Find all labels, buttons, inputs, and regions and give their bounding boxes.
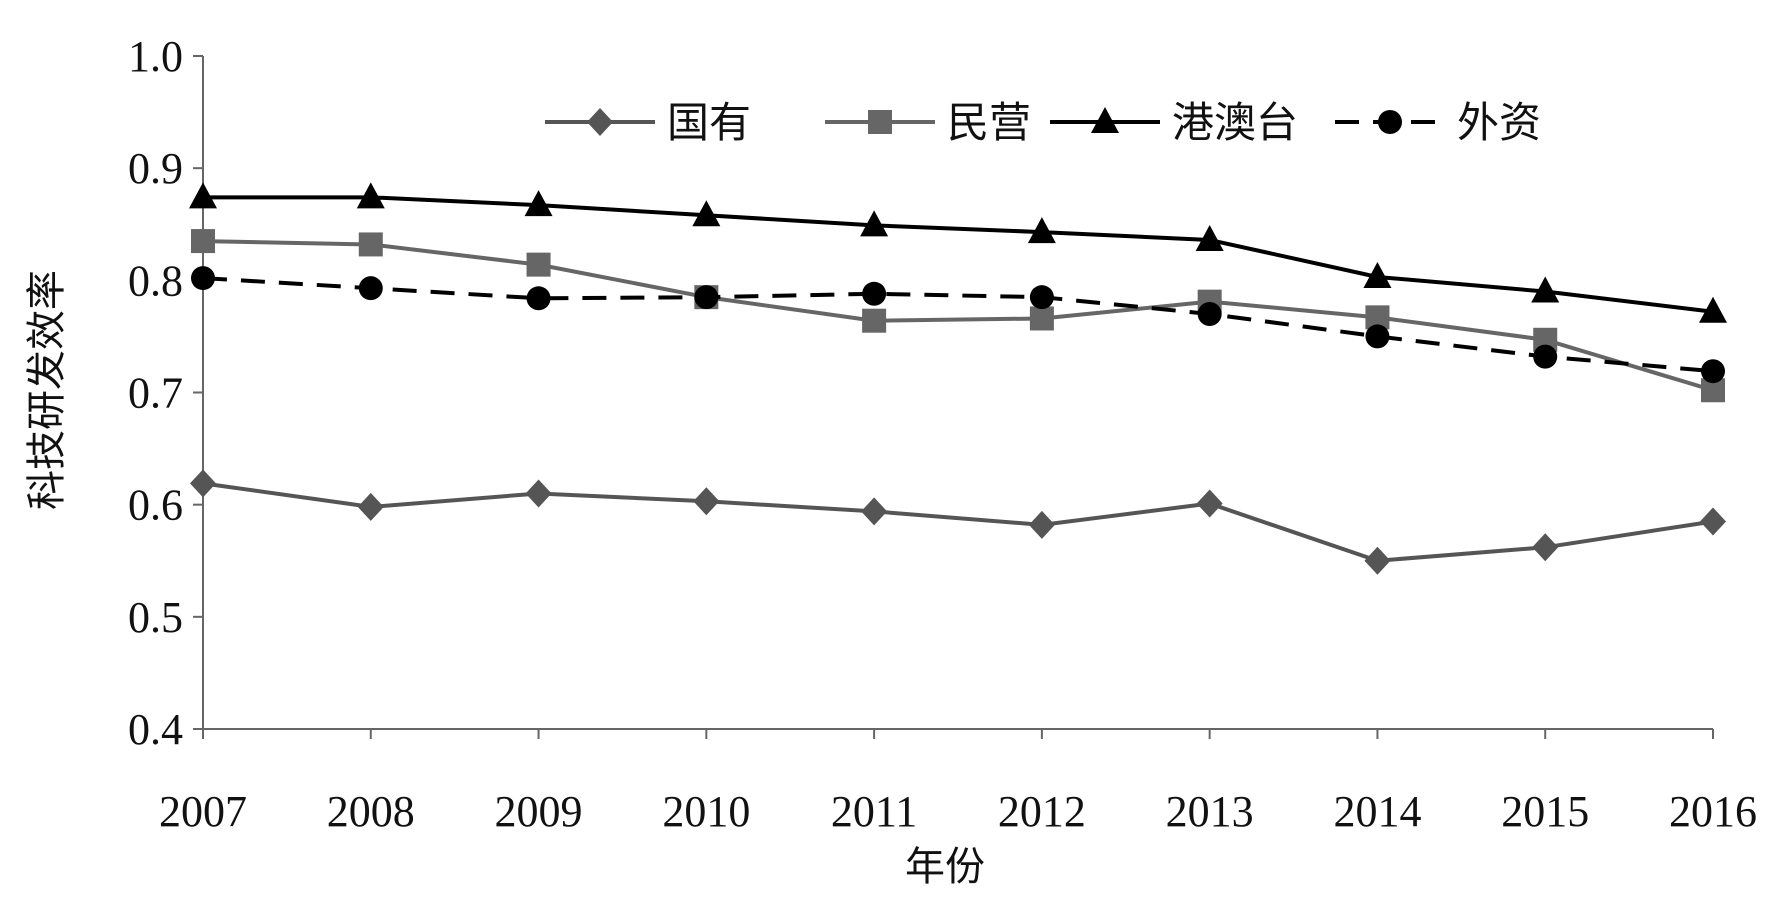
y-tick-label: 0.8 bbox=[128, 256, 183, 305]
legend-item: 外资 bbox=[1335, 98, 1541, 147]
data-point bbox=[356, 182, 385, 209]
data-point bbox=[862, 308, 887, 333]
data-point bbox=[1364, 546, 1391, 575]
legend-marker bbox=[868, 110, 892, 134]
x-tick-label: 2015 bbox=[1501, 787, 1589, 836]
data-point bbox=[1532, 533, 1559, 562]
legend-item: 国有 bbox=[545, 98, 751, 147]
data-point bbox=[1029, 285, 1054, 310]
data-point bbox=[189, 182, 217, 209]
y-tick-label: 0.4 bbox=[128, 705, 183, 754]
x-tick-label: 2012 bbox=[998, 787, 1086, 836]
data-point bbox=[524, 190, 553, 217]
y-axis-title: 科技研发效率 bbox=[24, 270, 70, 510]
data-point bbox=[1029, 306, 1054, 331]
data-point bbox=[191, 266, 215, 291]
x-tick-label: 2011 bbox=[831, 787, 917, 836]
series-square bbox=[191, 229, 1725, 403]
series-triangle bbox=[189, 182, 1727, 323]
legend-label: 外资 bbox=[1457, 98, 1541, 147]
data-point bbox=[1699, 296, 1727, 323]
data-point bbox=[526, 252, 551, 277]
y-tick-label: 1.0 bbox=[128, 32, 183, 81]
data-point bbox=[694, 285, 719, 310]
legend-label: 国有 bbox=[667, 98, 751, 147]
y-tick-label: 0.6 bbox=[128, 481, 183, 530]
data-point bbox=[1700, 507, 1726, 536]
data-point bbox=[1196, 489, 1223, 518]
x-tick-label: 2014 bbox=[1333, 787, 1421, 836]
x-tick-label: 2007 bbox=[159, 787, 247, 836]
legend-marker bbox=[587, 108, 613, 136]
data-point bbox=[1027, 217, 1056, 244]
axes: 0.4 0.5 0.6 0.7 0.8 0.9 1.0 2007 2008 2009 2010 201… bbox=[128, 32, 1757, 836]
data-point bbox=[190, 469, 216, 498]
data-point bbox=[860, 210, 889, 237]
data-point bbox=[191, 229, 215, 254]
data-point bbox=[1028, 510, 1055, 539]
legend-item: 民营 bbox=[825, 98, 1031, 147]
x-tick-label: 2010 bbox=[662, 787, 750, 836]
series-line bbox=[202, 481, 1714, 563]
data-point bbox=[1531, 276, 1560, 303]
legend-label: 民营 bbox=[947, 98, 1031, 147]
x-tick-label: 2016 bbox=[1669, 787, 1757, 836]
x-tick-label: 2013 bbox=[1166, 787, 1254, 836]
series-line bbox=[202, 276, 1714, 374]
data-point bbox=[692, 200, 721, 227]
data-point bbox=[1197, 301, 1222, 326]
data-point bbox=[526, 286, 551, 311]
y-tick-label: 0.7 bbox=[128, 369, 183, 418]
series-circle bbox=[191, 266, 1725, 384]
x-tick-label: 2009 bbox=[495, 787, 583, 836]
x-tick-label: 2008 bbox=[327, 787, 415, 836]
legend-marker bbox=[1378, 110, 1402, 134]
data-point bbox=[358, 276, 383, 301]
data-point bbox=[1363, 261, 1392, 288]
y-tick-label: 0.5 bbox=[128, 593, 183, 642]
x-axis-title: 年份 bbox=[905, 844, 985, 890]
series-layer bbox=[189, 182, 1727, 575]
data-point bbox=[1701, 359, 1725, 384]
legend-label: 港澳台 bbox=[1172, 98, 1298, 147]
legend: 国有 民营 港澳台 外资 bbox=[545, 98, 1541, 147]
data-point bbox=[1533, 344, 1558, 369]
data-point bbox=[357, 492, 384, 521]
data-point bbox=[861, 497, 888, 526]
data-point bbox=[1365, 324, 1390, 349]
data-point bbox=[525, 479, 552, 508]
data-point bbox=[358, 232, 383, 257]
data-point bbox=[693, 487, 720, 516]
series-line bbox=[203, 195, 1714, 314]
data-point bbox=[1195, 224, 1224, 251]
series-diamond bbox=[190, 469, 1726, 575]
legend-item: 港澳台 bbox=[1050, 98, 1298, 147]
legend-marker bbox=[1091, 107, 1119, 133]
series-line bbox=[202, 239, 1714, 393]
y-tick-label: 0.9 bbox=[128, 144, 183, 193]
data-point bbox=[862, 281, 887, 306]
